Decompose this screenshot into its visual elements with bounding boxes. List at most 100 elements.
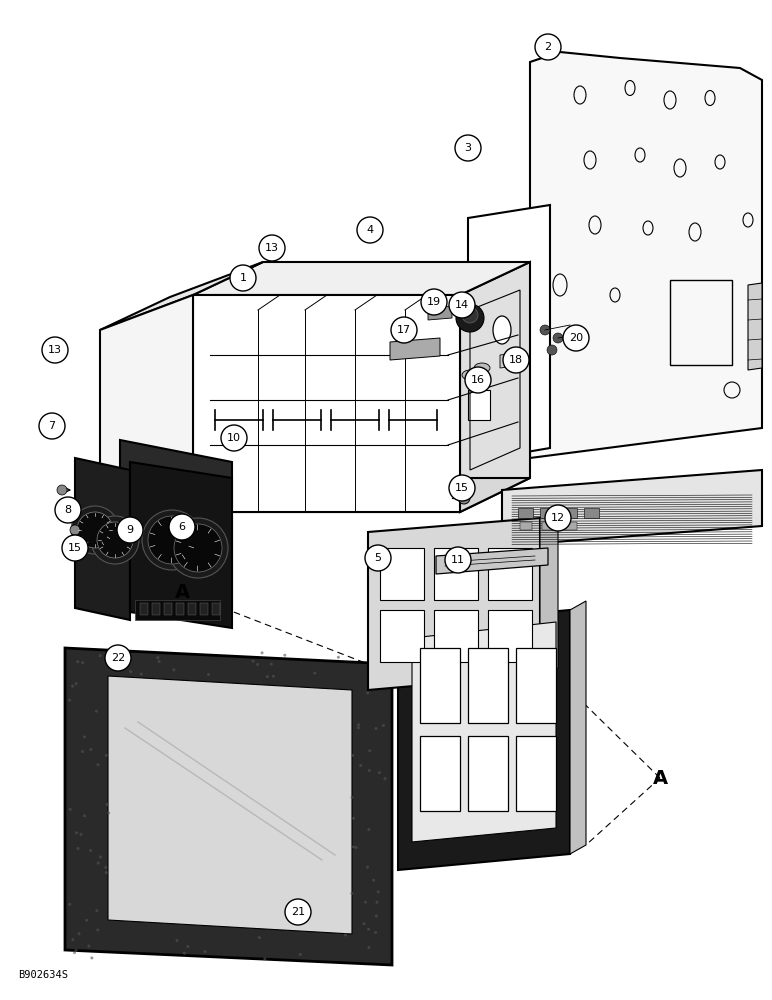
Circle shape xyxy=(374,727,378,730)
Text: 4: 4 xyxy=(367,225,374,235)
Circle shape xyxy=(252,660,255,663)
Bar xyxy=(380,548,424,600)
Polygon shape xyxy=(390,338,440,360)
Circle shape xyxy=(367,828,371,831)
Text: 20: 20 xyxy=(569,333,583,343)
Circle shape xyxy=(169,514,195,540)
Circle shape xyxy=(357,217,383,243)
Polygon shape xyxy=(436,548,548,574)
Polygon shape xyxy=(75,458,130,620)
Circle shape xyxy=(75,831,78,834)
Bar xyxy=(518,508,533,518)
Polygon shape xyxy=(748,283,762,370)
Text: 15: 15 xyxy=(68,543,82,553)
Polygon shape xyxy=(193,295,460,512)
Circle shape xyxy=(362,922,365,925)
Polygon shape xyxy=(460,262,530,512)
Circle shape xyxy=(221,425,247,451)
Bar xyxy=(540,508,555,518)
Ellipse shape xyxy=(493,316,511,344)
Bar xyxy=(565,522,577,530)
Circle shape xyxy=(81,750,84,753)
Circle shape xyxy=(76,660,80,663)
Circle shape xyxy=(553,333,563,343)
Polygon shape xyxy=(500,352,525,368)
Circle shape xyxy=(367,769,371,772)
Circle shape xyxy=(186,945,189,948)
Circle shape xyxy=(350,892,354,895)
Bar xyxy=(516,736,556,811)
Polygon shape xyxy=(570,601,586,854)
Text: 9: 9 xyxy=(127,525,134,535)
Circle shape xyxy=(87,945,90,948)
Circle shape xyxy=(256,663,259,666)
Circle shape xyxy=(368,749,371,752)
Circle shape xyxy=(378,771,381,774)
Text: 2: 2 xyxy=(544,42,551,52)
Circle shape xyxy=(90,956,93,959)
Circle shape xyxy=(105,754,108,757)
Circle shape xyxy=(104,866,107,869)
Circle shape xyxy=(157,656,159,659)
Circle shape xyxy=(350,796,354,799)
Circle shape xyxy=(73,951,76,954)
Circle shape xyxy=(99,856,102,859)
Polygon shape xyxy=(540,510,558,675)
Circle shape xyxy=(99,654,102,657)
Ellipse shape xyxy=(474,363,490,373)
Text: 16: 16 xyxy=(471,375,485,385)
Text: 21: 21 xyxy=(291,907,305,917)
Circle shape xyxy=(456,304,484,332)
Circle shape xyxy=(175,939,178,942)
Circle shape xyxy=(365,545,391,571)
Circle shape xyxy=(563,325,589,351)
Polygon shape xyxy=(193,478,530,512)
Circle shape xyxy=(462,307,478,323)
Bar xyxy=(176,603,184,615)
Circle shape xyxy=(366,691,369,694)
Circle shape xyxy=(129,670,132,673)
Circle shape xyxy=(142,510,202,570)
Circle shape xyxy=(357,726,360,729)
Circle shape xyxy=(313,672,317,675)
Circle shape xyxy=(72,938,74,941)
Polygon shape xyxy=(468,205,550,462)
Circle shape xyxy=(106,803,109,806)
Circle shape xyxy=(259,235,285,261)
Circle shape xyxy=(63,505,73,515)
Circle shape xyxy=(95,710,98,713)
Bar xyxy=(200,603,208,615)
Circle shape xyxy=(372,879,375,882)
Bar xyxy=(542,522,554,530)
Polygon shape xyxy=(100,262,263,330)
Circle shape xyxy=(465,367,491,393)
Circle shape xyxy=(337,656,340,659)
Circle shape xyxy=(71,506,119,554)
Polygon shape xyxy=(193,262,530,295)
Text: A: A xyxy=(174,582,190,601)
Circle shape xyxy=(96,909,98,912)
Polygon shape xyxy=(65,648,392,965)
Circle shape xyxy=(69,808,72,811)
Circle shape xyxy=(97,522,133,558)
Bar xyxy=(420,648,460,723)
Circle shape xyxy=(364,901,367,904)
Bar xyxy=(420,736,460,811)
Bar xyxy=(516,648,556,723)
Circle shape xyxy=(535,34,561,60)
Bar xyxy=(164,603,172,615)
Circle shape xyxy=(357,723,361,726)
Circle shape xyxy=(285,899,311,925)
Bar xyxy=(468,648,508,723)
Circle shape xyxy=(68,903,71,906)
Text: 17: 17 xyxy=(397,325,411,335)
Circle shape xyxy=(204,950,207,953)
Circle shape xyxy=(375,915,378,918)
Circle shape xyxy=(366,866,369,869)
Circle shape xyxy=(352,845,355,848)
Bar xyxy=(434,610,478,662)
Text: 13: 13 xyxy=(48,345,62,355)
Circle shape xyxy=(382,724,385,727)
Text: 11: 11 xyxy=(451,555,465,565)
Circle shape xyxy=(83,814,86,817)
